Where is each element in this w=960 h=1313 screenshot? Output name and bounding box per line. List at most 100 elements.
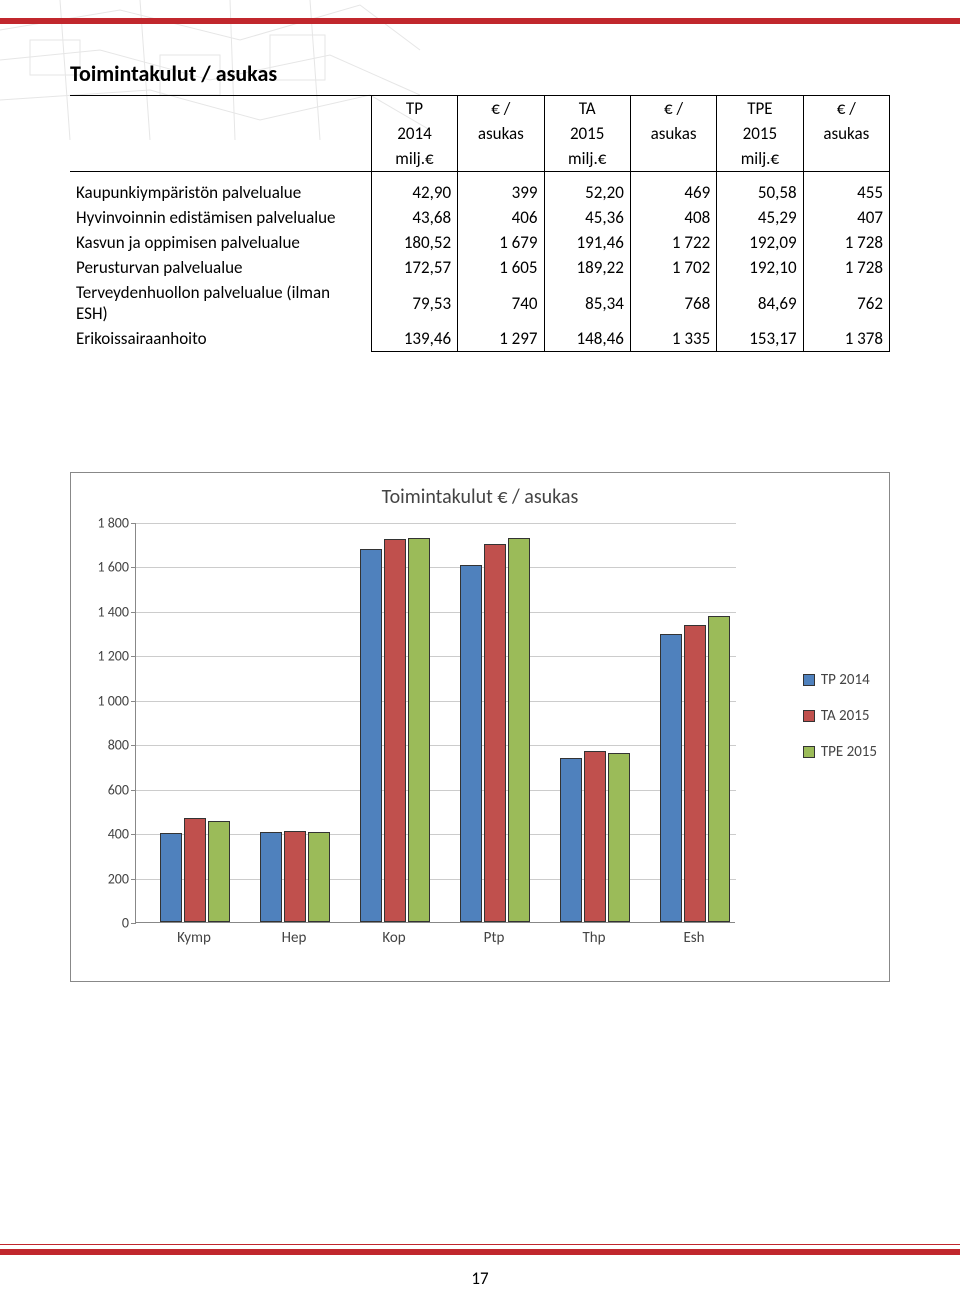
chart-xtick-label: Esh bbox=[683, 929, 704, 947]
chart-ytick-label: 200 bbox=[79, 870, 129, 887]
table-row-label: Terveydenhuollon palvelualue (ilman ESH) bbox=[70, 280, 371, 326]
chart-ytick-label: 1 200 bbox=[79, 648, 129, 665]
chart-xtick-label: Ptp bbox=[484, 929, 505, 947]
legend-item: TP 2014 bbox=[803, 671, 877, 689]
table-cell: 180,52 bbox=[371, 230, 457, 255]
chart-bar bbox=[408, 538, 430, 922]
table-header-cell: asukas bbox=[803, 121, 889, 146]
chart-bar bbox=[684, 625, 706, 922]
table-cell: 762 bbox=[803, 280, 889, 326]
table-cell: 139,46 bbox=[371, 326, 457, 352]
chart-gridline bbox=[136, 612, 736, 613]
table-cell: 1 722 bbox=[630, 230, 716, 255]
table-cell: 407 bbox=[803, 205, 889, 230]
chart-bar bbox=[508, 538, 530, 922]
chart-ytick-mark bbox=[131, 656, 136, 657]
chart-bar bbox=[560, 758, 582, 922]
table-cell: 148,46 bbox=[544, 326, 630, 352]
chart-xtick-label: Thp bbox=[582, 929, 605, 947]
table-cell: 1 335 bbox=[630, 326, 716, 352]
legend-swatch bbox=[803, 746, 815, 758]
table-header-cell: TP bbox=[371, 96, 457, 122]
table-body: Kaupunkiympäristön palvelualue42,9039952… bbox=[70, 172, 890, 352]
table-cell: 45,36 bbox=[544, 205, 630, 230]
chart-gridline bbox=[136, 567, 736, 568]
chart-ytick-mark bbox=[131, 523, 136, 524]
chart-xtick-label: Kop bbox=[382, 929, 405, 947]
chart-ytick-mark bbox=[131, 567, 136, 568]
table-cell: 768 bbox=[630, 280, 716, 326]
chart-ytick-mark bbox=[131, 612, 136, 613]
chart-gridline bbox=[136, 790, 736, 791]
table-cell: 1 679 bbox=[458, 230, 544, 255]
chart-container: Toimintakulut € / asukas 02004006008001 … bbox=[70, 472, 890, 982]
chart-bar bbox=[584, 751, 606, 922]
chart-ytick-mark bbox=[131, 745, 136, 746]
table-cell: 172,57 bbox=[371, 255, 457, 280]
footer-red-stripe bbox=[0, 1249, 960, 1255]
legend-label: TPE 2015 bbox=[821, 743, 877, 761]
table-header-cell: € / bbox=[458, 96, 544, 122]
chart-bar bbox=[608, 753, 630, 922]
chart-bar bbox=[160, 833, 182, 922]
table-cell: 192,10 bbox=[717, 255, 803, 280]
table-cell: 399 bbox=[458, 172, 544, 206]
table-cell: 455 bbox=[803, 172, 889, 206]
chart-ytick-label: 800 bbox=[79, 737, 129, 754]
header-red-stripe bbox=[0, 18, 960, 24]
chart-ytick-mark bbox=[131, 923, 136, 924]
chart-gridline bbox=[136, 656, 736, 657]
legend-swatch bbox=[803, 710, 815, 722]
table-cell: 189,22 bbox=[544, 255, 630, 280]
table-row-label: Kaupunkiympäristön palvelualue bbox=[70, 172, 371, 206]
chart-bar bbox=[384, 539, 406, 922]
table-header-cell: TA bbox=[544, 96, 630, 122]
table-cell: 740 bbox=[458, 280, 544, 326]
table-row-label: Erikoissairaanhoito bbox=[70, 326, 371, 352]
table-cell: 79,53 bbox=[371, 280, 457, 326]
chart-bar bbox=[484, 544, 506, 922]
table-cell: 52,20 bbox=[544, 172, 630, 206]
table-header-cell bbox=[630, 146, 716, 172]
table-cell: 1 702 bbox=[630, 255, 716, 280]
table-header-cell: 2015 bbox=[717, 121, 803, 146]
chart-ytick-label: 400 bbox=[79, 826, 129, 843]
table-cell: 1 728 bbox=[803, 255, 889, 280]
chart-ytick-mark bbox=[131, 879, 136, 880]
chart-legend: TP 2014 TA 2015 TPE 2015 bbox=[803, 653, 877, 779]
chart-ytick-mark bbox=[131, 701, 136, 702]
table-header: TP€ /TA€ /TPE€ /2014asukas2015asukas2015… bbox=[70, 96, 890, 172]
legend-label: TP 2014 bbox=[821, 671, 870, 689]
chart-bar bbox=[360, 549, 382, 922]
table-header-empty bbox=[70, 146, 371, 172]
table-cell: 1 378 bbox=[803, 326, 889, 352]
table-header-cell: TPE bbox=[717, 96, 803, 122]
table-cell: 469 bbox=[630, 172, 716, 206]
table-header-empty bbox=[70, 96, 371, 122]
table-row-label: Hyvinvoinnin edistämisen palvelualue bbox=[70, 205, 371, 230]
page-title: Toimintakulut / asukas bbox=[70, 60, 890, 87]
table-cell: 1 297 bbox=[458, 326, 544, 352]
chart-ytick-label: 0 bbox=[79, 915, 129, 932]
chart-bar bbox=[660, 634, 682, 922]
chart-bar bbox=[260, 832, 282, 922]
chart-bar bbox=[460, 565, 482, 922]
chart-xtick-label: Hep bbox=[282, 929, 307, 947]
table-cell: 43,68 bbox=[371, 205, 457, 230]
table-cell: 45,29 bbox=[717, 205, 803, 230]
table-header-cell bbox=[803, 146, 889, 172]
table-cell: 50,58 bbox=[717, 172, 803, 206]
footer-thin-line bbox=[0, 1244, 960, 1245]
table-row-label: Kasvun ja oppimisen palvelualue bbox=[70, 230, 371, 255]
legend-label: TA 2015 bbox=[821, 707, 870, 725]
table-header-cell: milj.€ bbox=[717, 146, 803, 172]
chart-bar bbox=[208, 821, 230, 922]
table-header-cell: 2015 bbox=[544, 121, 630, 146]
table-header-cell: 2014 bbox=[371, 121, 457, 146]
chart-ytick-label: 600 bbox=[79, 781, 129, 798]
table-cell: 84,69 bbox=[717, 280, 803, 326]
legend-swatch bbox=[803, 674, 815, 686]
chart-bar bbox=[284, 831, 306, 922]
chart-gridline bbox=[136, 701, 736, 702]
table-cell: 42,90 bbox=[371, 172, 457, 206]
